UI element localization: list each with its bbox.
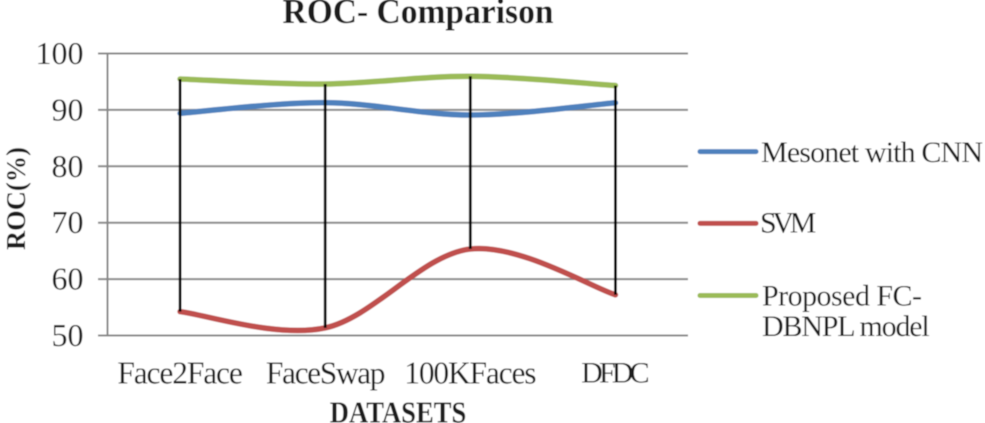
svg-text:DBNPL model: DBNPL model	[762, 310, 930, 343]
svg-text:80: 80	[52, 148, 84, 184]
svg-text:60: 60	[52, 261, 84, 297]
svg-text:DFDC: DFDC	[581, 357, 650, 390]
svg-text:50: 50	[52, 317, 84, 353]
svg-text:100: 100	[36, 35, 84, 71]
svg-text:SVM: SVM	[760, 206, 816, 239]
svg-text:ROC- Comparison: ROC- Comparison	[283, 0, 554, 31]
svg-text:Proposed FC-: Proposed FC-	[762, 279, 922, 312]
svg-text:90: 90	[52, 91, 84, 127]
svg-text:100KFaces: 100KFaces	[404, 356, 536, 391]
svg-text:FaceSwap: FaceSwap	[266, 356, 386, 391]
svg-text:Mesonet with CNN: Mesonet with CNN	[761, 136, 983, 169]
svg-text:DATASETS: DATASETS	[330, 395, 467, 423]
svg-text:ROC(%): ROC(%)	[1, 147, 31, 250]
svg-text:70: 70	[52, 204, 84, 240]
svg-text:Face2Face: Face2Face	[117, 356, 243, 391]
